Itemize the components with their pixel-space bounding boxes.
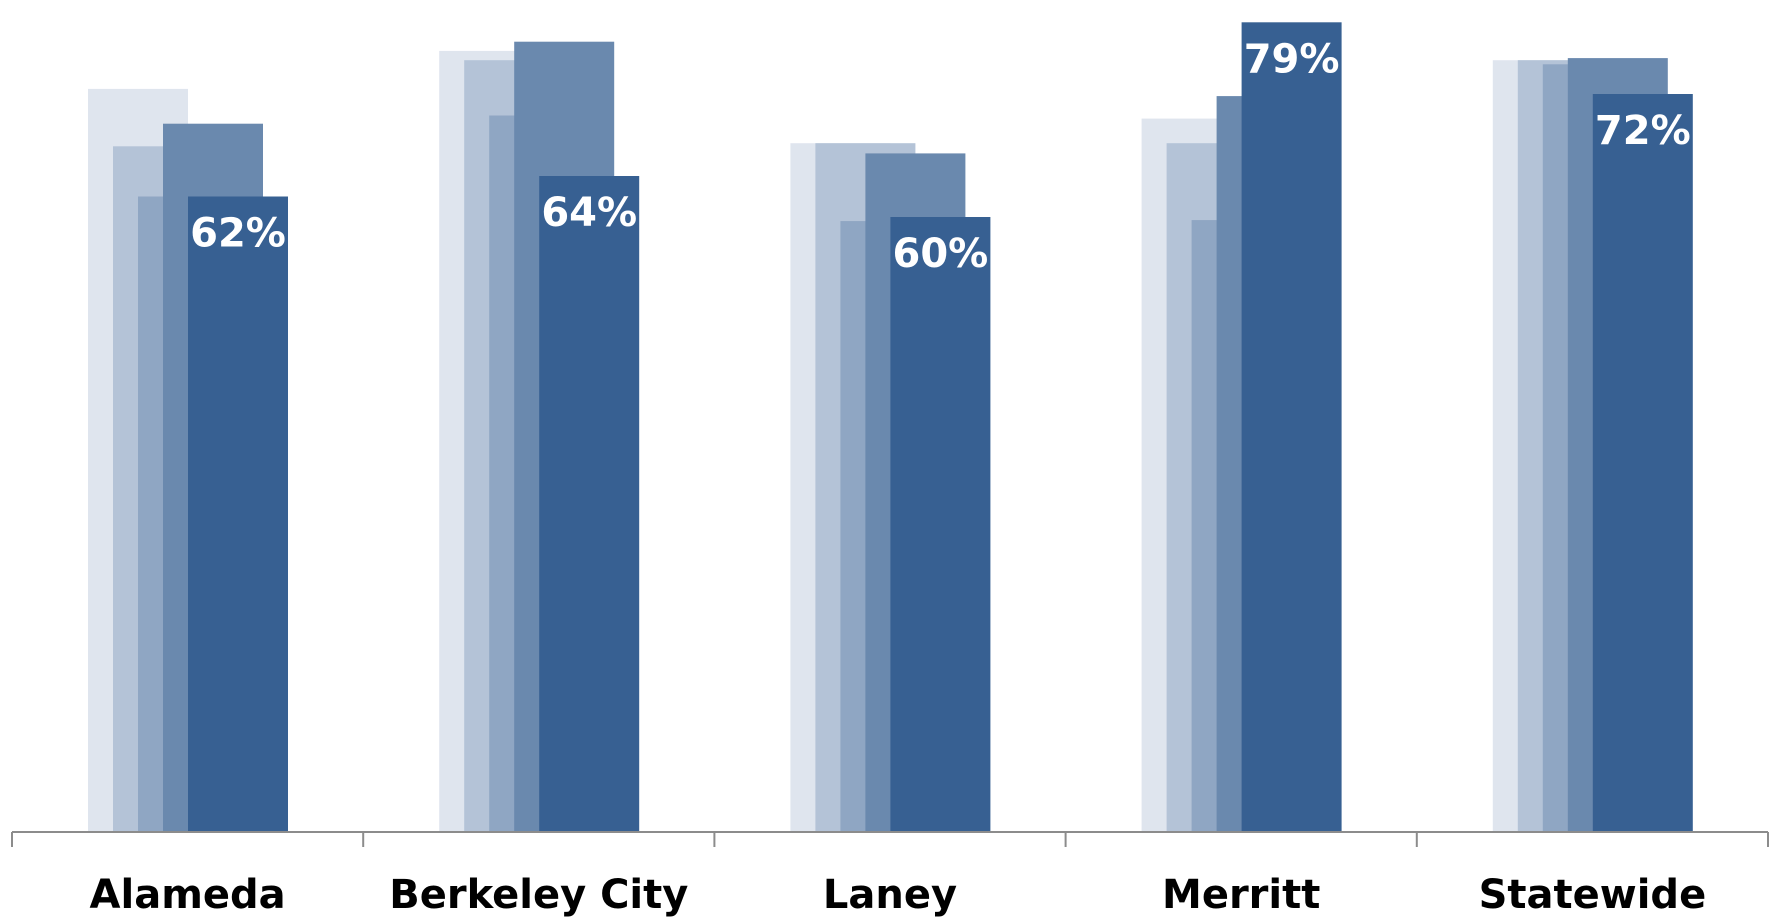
x-tick-label: Alameda: [90, 872, 286, 918]
x-tick-label: Merritt: [1162, 872, 1320, 918]
bar-alameda-series-5: [188, 196, 288, 832]
bar-berkeley-city-series-5: [539, 176, 640, 832]
x-axis: [11, 831, 1769, 847]
bar-laney-series-5: [890, 217, 991, 832]
data-label: 60%: [893, 231, 989, 277]
bars-layer: [88, 22, 1693, 833]
bar-merritt-series-5: [1241, 22, 1342, 833]
x-tick-label: Statewide: [1479, 872, 1707, 918]
data-label: 72%: [1595, 108, 1691, 154]
bar-statewide-series-5: [1592, 94, 1693, 832]
data-label: 62%: [190, 211, 286, 257]
data-label: 64%: [541, 190, 637, 236]
x-tick-label: Berkeley City: [389, 872, 688, 918]
labels-layer: Alameda Berkeley City Laney Merritt Statewid…: [90, 36, 1707, 918]
x-tick-label: Laney: [823, 872, 957, 918]
data-label: 79%: [1244, 36, 1340, 82]
